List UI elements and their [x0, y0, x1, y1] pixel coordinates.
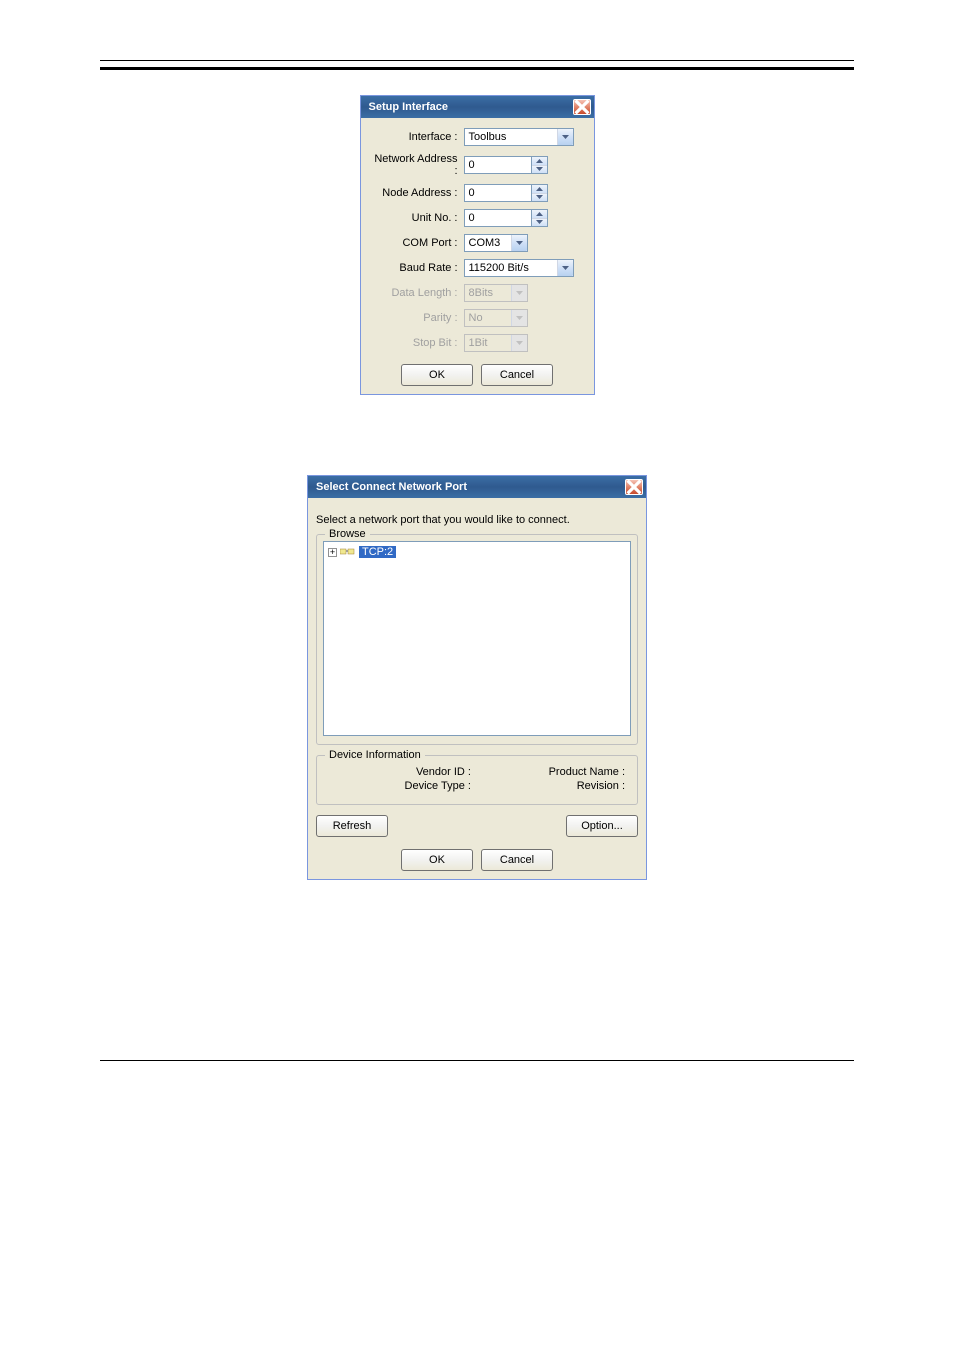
- product-name-label: Product Name :: [483, 766, 625, 778]
- parity-select: No: [464, 309, 528, 327]
- device-type-label: Device Type :: [329, 780, 471, 792]
- browse-legend: Browse: [325, 528, 370, 540]
- cancel-button[interactable]: Cancel: [481, 364, 553, 386]
- unit-no-value[interactable]: 0: [464, 209, 532, 227]
- setup-interface-dialog: Setup Interface Interface : Toolbus Netw…: [360, 95, 595, 395]
- tree-node[interactable]: + TCP:2: [328, 546, 626, 558]
- parity-value: No: [469, 312, 483, 324]
- refresh-button[interactable]: Refresh: [316, 815, 388, 837]
- interface-value: Toolbus: [469, 131, 507, 143]
- chevron-down-icon: [511, 285, 527, 301]
- setup-titlebar: Setup Interface: [361, 96, 594, 118]
- option-button[interactable]: Option...: [566, 815, 638, 837]
- interface-label: Interface :: [369, 131, 464, 143]
- interface-select[interactable]: Toolbus: [464, 128, 574, 146]
- stop-bit-select: 1Bit: [464, 334, 528, 352]
- network-address-label: Network Address :: [369, 153, 464, 177]
- spinner-up-icon[interactable]: [532, 157, 547, 166]
- baud-rate-value: 115200 Bit/s: [469, 262, 529, 274]
- revision-label: Revision :: [483, 780, 625, 792]
- node-address-spinner[interactable]: 0: [464, 184, 548, 202]
- spinner-up-icon[interactable]: [532, 185, 547, 194]
- com-port-label: COM Port :: [369, 237, 464, 249]
- close-icon[interactable]: [573, 99, 591, 115]
- ok-button[interactable]: OK: [401, 849, 473, 871]
- setup-title: Setup Interface: [369, 101, 448, 113]
- data-length-value: 8Bits: [469, 287, 493, 299]
- spinner-down-icon[interactable]: [532, 194, 547, 202]
- expand-icon[interactable]: +: [328, 548, 337, 557]
- select-title: Select Connect Network Port: [316, 481, 467, 493]
- device-info-fieldset: Device Information Vendor ID : Product N…: [316, 755, 638, 805]
- parity-label: Parity :: [369, 312, 464, 324]
- close-icon[interactable]: [625, 479, 643, 495]
- spinner-down-icon[interactable]: [532, 219, 547, 227]
- ok-button[interactable]: OK: [401, 364, 473, 386]
- tree-node-label[interactable]: TCP:2: [359, 546, 396, 558]
- stop-bit-value: 1Bit: [469, 337, 488, 349]
- network-address-spinner[interactable]: 0: [464, 156, 548, 174]
- node-address-value[interactable]: 0: [464, 184, 532, 202]
- cancel-button[interactable]: Cancel: [481, 849, 553, 871]
- baud-rate-label: Baud Rate :: [369, 262, 464, 274]
- unit-no-spinner[interactable]: 0: [464, 209, 548, 227]
- chevron-down-icon: [511, 310, 527, 326]
- com-port-select[interactable]: COM3: [464, 234, 528, 252]
- baud-rate-select[interactable]: 115200 Bit/s: [464, 259, 574, 277]
- instruction-text: Select a network port that you would lik…: [316, 514, 638, 526]
- network-address-value[interactable]: 0: [464, 156, 532, 174]
- vendor-id-label: Vendor ID :: [329, 766, 471, 778]
- browse-fieldset: Browse + TCP:2: [316, 534, 638, 745]
- com-port-value: COM3: [469, 237, 501, 249]
- chevron-down-icon[interactable]: [557, 260, 573, 276]
- data-length-select: 8Bits: [464, 284, 528, 302]
- chevron-down-icon: [511, 335, 527, 351]
- data-length-label: Data Length :: [369, 287, 464, 299]
- select-network-port-dialog: Select Connect Network Port Select a net…: [307, 475, 647, 880]
- unit-no-label: Unit No. :: [369, 212, 464, 224]
- select-titlebar: Select Connect Network Port: [308, 476, 646, 498]
- chevron-down-icon[interactable]: [511, 235, 527, 251]
- network-icon: [340, 546, 356, 558]
- chevron-down-icon[interactable]: [557, 129, 573, 145]
- spinner-up-icon[interactable]: [532, 210, 547, 219]
- stop-bit-label: Stop Bit :: [369, 337, 464, 349]
- node-address-label: Node Address :: [369, 187, 464, 199]
- spinner-down-icon[interactable]: [532, 166, 547, 174]
- device-info-legend: Device Information: [325, 749, 425, 761]
- browse-tree[interactable]: + TCP:2: [323, 541, 631, 736]
